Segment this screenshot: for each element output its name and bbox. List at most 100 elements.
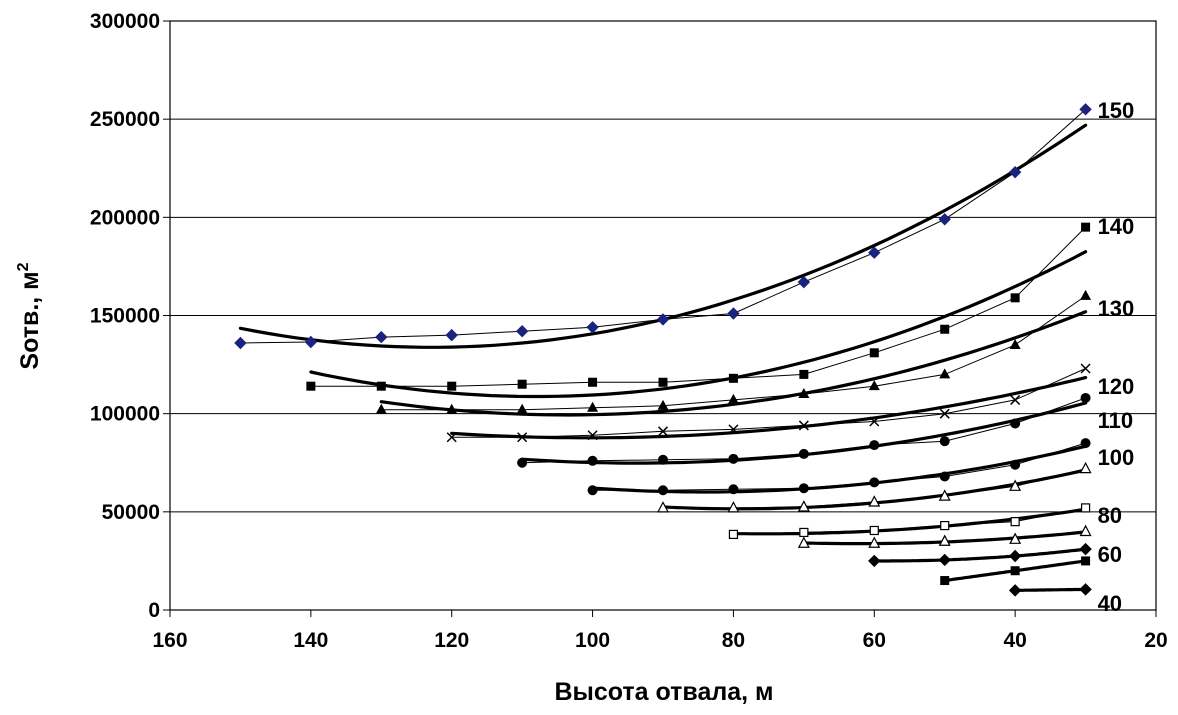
y-tick-label-50000: 50000 [102,501,160,524]
point-80-40 [1010,517,1020,527]
point-80-70 [799,527,809,538]
point-140-30 [1081,222,1091,232]
point-130-50 [939,368,951,379]
y-tick-label-0: 0 [148,599,160,622]
point-140-130 [376,381,386,391]
point-150-30 [1079,103,1092,116]
series-line-60 [874,548,1086,562]
point-110-60 [869,440,880,451]
trend-line-60 [872,547,1088,563]
point-unlabeled-6-70 [797,500,810,512]
point-130-70 [798,388,810,399]
x-tick-label-60: 60 [863,629,886,652]
point-100-100 [587,485,598,496]
point-unlabeled-6-40 [1009,479,1022,491]
point-100-40 [1010,459,1021,470]
point-150-50 [938,213,951,226]
point-unlabeled-10-40 [1010,566,1020,576]
trend-line-120 [450,376,1088,440]
point-150-100 [586,321,599,334]
point-140-50 [940,324,950,334]
y-tick-label-300000: 300000 [90,10,160,33]
point-60-30 [1079,542,1092,556]
point-100-50 [939,471,950,482]
point-100-30 [1080,438,1091,449]
y-axis-title: Sотв., м2 [15,262,44,369]
point-130-110 [516,403,528,414]
y-axis-title-superscript: 2 [15,262,32,271]
point-120-50 [939,408,950,419]
series-labels: 150 140 130 120 110 100 80 60 40 [1098,98,1135,616]
point-40-40 [1008,584,1022,597]
point-110-50 [939,436,950,447]
point-150-60 [868,246,881,259]
grid-lines [170,20,1156,513]
series-line-80 [733,507,1086,535]
point-150-140 [304,335,318,349]
point-110-90 [658,454,668,465]
y-tick-label-250000: 250000 [90,108,160,131]
point-unlabeled-8-70 [797,536,810,548]
tick-labels: 0 50000 100000 150000 200000 250000 300000 160 1… [90,10,1168,652]
x-tick-label-120: 120 [434,629,469,652]
y-axis-title-main: Sотв., м [16,271,44,369]
point-140-110 [517,379,527,389]
x-tick-label-100: 100 [575,629,610,652]
point-unlabeled-6-50 [938,489,951,501]
trend-line-140 [309,250,1088,399]
point-120-80 [728,424,739,435]
series-label-130: 130 [1098,296,1135,321]
x-axis-title: Высота отвала, м [554,678,773,706]
point-unlabeled-6-80 [727,501,740,513]
series-line-150 [240,109,1086,344]
trend-line-130 [379,310,1088,417]
point-140-140 [306,381,316,391]
point-120-90 [657,426,669,437]
series-line-120 [451,368,1086,438]
point-100-60 [869,477,880,488]
x-tick-label-160: 160 [152,629,187,652]
point-130-30 [1080,289,1092,300]
series-line-100 [592,442,1086,491]
series-label-110: 110 [1098,408,1134,433]
series-label-120: 120 [1098,374,1135,399]
point-unlabeled-8-30 [1079,524,1092,537]
point-60-40 [1008,549,1022,563]
point-unlabeled-6-90 [657,501,669,513]
point-110-100 [587,455,598,466]
point-120-30 [1080,363,1091,374]
point-100-90 [658,485,668,496]
point-150-150 [234,336,247,350]
x-tick-label-20: 20 [1144,629,1167,652]
y-tick-label-100000: 100000 [90,403,160,426]
point-40-30 [1079,583,1092,596]
point-120-60 [869,416,880,427]
point-unlabeled-6-60 [868,495,881,507]
point-100-70 [798,483,809,494]
point-130-80 [727,393,739,404]
point-120-110 [517,432,528,443]
data-markers [234,103,1092,597]
trend-line-100 [591,444,1088,494]
series-label-100: 100 [1098,445,1135,470]
trend-lines [238,123,1088,592]
point-120-120 [446,432,457,443]
point-150-80 [727,307,740,320]
point-150-90 [656,313,670,326]
point-unlabeled-10-30 [1081,556,1091,566]
trend-line-80 [731,507,1088,536]
point-unlabeled-8-50 [938,534,951,546]
x-tick-label-140: 140 [293,629,328,652]
point-130-130 [375,403,387,414]
series-label-150: 150 [1098,98,1135,123]
x-tick-label-80: 80 [722,629,745,652]
data-series [240,109,1086,591]
series-line-40 [1015,588,1086,591]
point-140-70 [799,369,809,379]
point-130-120 [446,403,458,414]
axes [163,20,1157,617]
point-100-80 [728,484,739,495]
series-label-140: 140 [1098,214,1135,239]
point-130-90 [657,399,669,410]
